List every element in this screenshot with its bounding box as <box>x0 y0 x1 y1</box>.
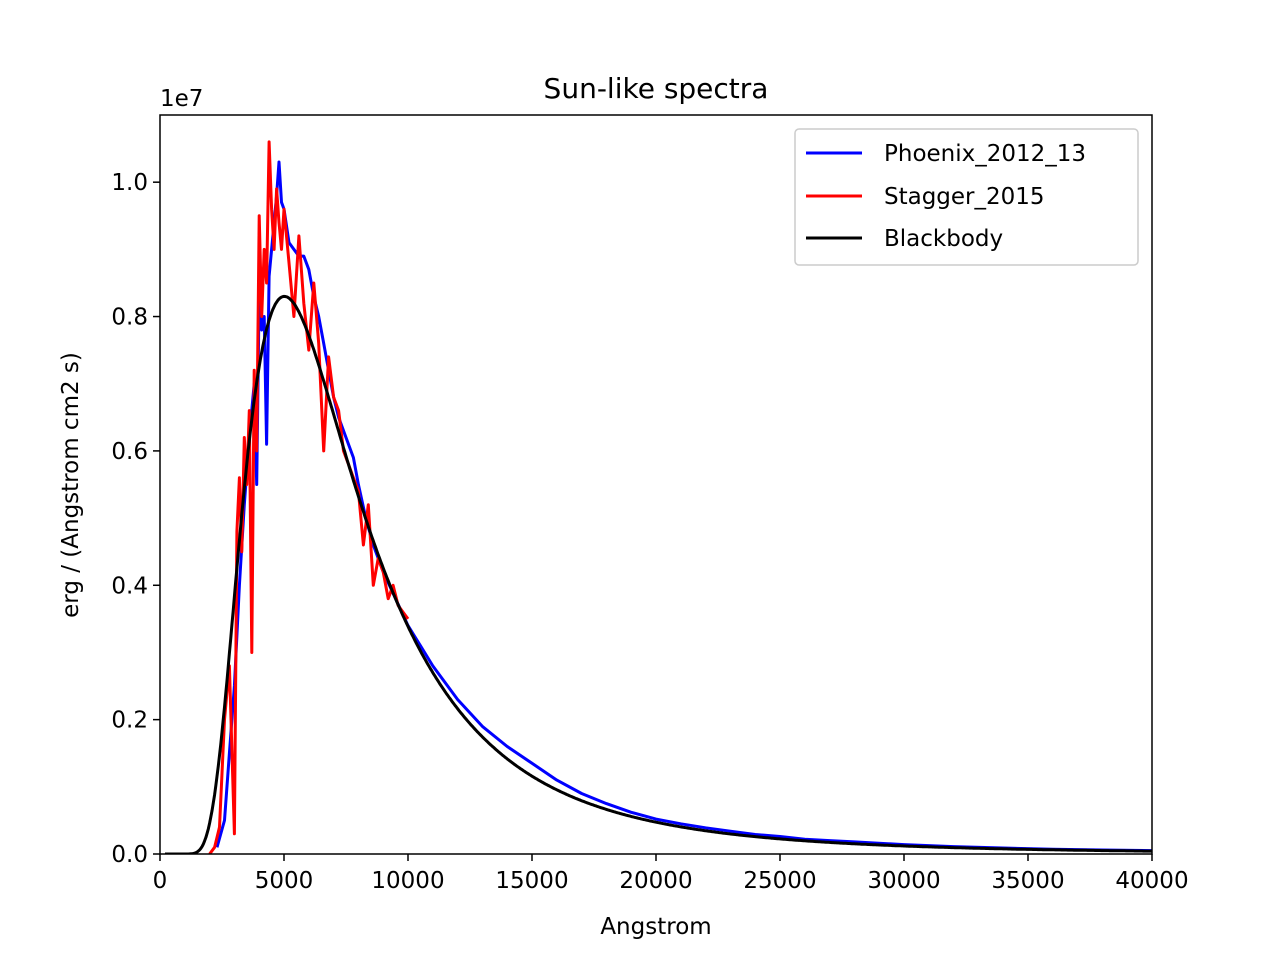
legend-label-stagger: Stagger_2015 <box>884 184 1045 210</box>
legend-box <box>794 128 1139 266</box>
plot-lines <box>164 140 1152 854</box>
x-tick-label: 15000 <box>495 868 568 894</box>
series-line-blackbody <box>164 294 1152 854</box>
x-tick-label: 25000 <box>743 868 816 894</box>
y-tick-label: 0.6 <box>111 439 148 465</box>
y-tick-label: 0.0 <box>111 842 148 868</box>
y-axis-label: erg / (Angstrom cm2 s) <box>58 352 84 618</box>
legend-label-blackbody: Blackbody <box>884 226 1003 252</box>
y-tick-label: 0.2 <box>111 708 148 734</box>
series-line-phoenix-2012-13 <box>215 160 1152 853</box>
x-tick-label: 20000 <box>619 868 692 894</box>
x-axis: 0 5000 10000 15000 20000 25000 30000 35000 40000 <box>153 854 1189 894</box>
y-offset-label: 1e7 <box>160 86 203 112</box>
y-tick-label: 1.0 <box>111 170 148 196</box>
x-tick-label: 5000 <box>255 868 314 894</box>
x-tick-label: 0 <box>153 868 168 894</box>
legend: Phoenix_2012_13 Stagger_2015 Blackbody <box>794 128 1139 266</box>
x-tick-label: 35000 <box>991 868 1064 894</box>
x-tick-label: 10000 <box>371 868 444 894</box>
y-tick-label: 0.4 <box>111 573 148 599</box>
y-axis: 0.0 0.2 0.4 0.6 0.8 1.0 <box>111 170 160 868</box>
x-tick-label: 40000 <box>1115 868 1188 894</box>
legend-label-phoenix: Phoenix_2012_13 <box>884 141 1086 167</box>
x-tick-label: 30000 <box>867 868 940 894</box>
y-tick-label: 0.8 <box>111 305 148 331</box>
x-axis-label: Angstrom <box>600 914 711 940</box>
chart-title: Sun-like spectra <box>544 72 769 105</box>
